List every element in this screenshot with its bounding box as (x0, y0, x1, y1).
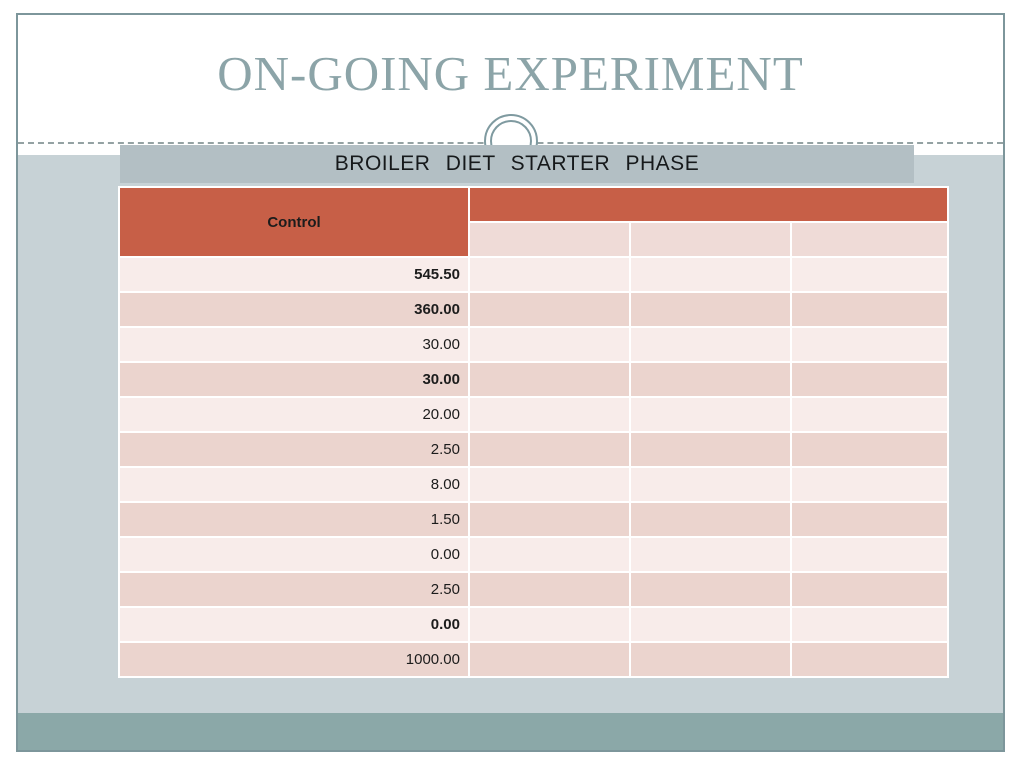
control-header-cell: Control (120, 188, 468, 256)
empty-cell (470, 363, 629, 396)
empty-cell (470, 328, 629, 361)
control-value: 1.50 (120, 503, 468, 536)
empty-cell (470, 573, 629, 606)
empty-cell (631, 573, 790, 606)
table-title: BROILER DIET STARTER PHASE (334, 152, 700, 175)
table-row: 20.00 (120, 398, 947, 431)
footer-band (18, 713, 1003, 750)
empty-cell (470, 608, 629, 641)
empty-cell (792, 363, 947, 396)
control-value: 545.50 (120, 258, 468, 291)
empty-cell (792, 328, 947, 361)
empty-cell (631, 643, 790, 676)
table-row: 0.00 (120, 608, 947, 641)
empty-cell (792, 258, 947, 291)
slide-frame: ON-GOING EXPERIMENT BROILER DIET STARTER… (16, 13, 1005, 752)
empty-cell (792, 538, 947, 571)
control-value: 8.00 (120, 468, 468, 501)
empty-cell (631, 258, 790, 291)
empty-cell (470, 258, 629, 291)
table-row: 30.00 (120, 328, 947, 361)
page-title: ON-GOING EXPERIMENT (217, 46, 804, 101)
control-value: 1000.00 (120, 643, 468, 676)
subheader-cell (792, 223, 947, 256)
empty-cell (792, 643, 947, 676)
empty-cell (631, 293, 790, 326)
empty-cell (631, 468, 790, 501)
control-value: 20.00 (120, 398, 468, 431)
table-row: 30.00 (120, 363, 947, 396)
control-value: 30.00 (120, 363, 468, 396)
table-row: 2.50 (120, 573, 947, 606)
table-title-bar: BROILER DIET STARTER PHASE (120, 145, 914, 183)
empty-cell (470, 433, 629, 466)
empty-cell (631, 433, 790, 466)
empty-cell (792, 398, 947, 431)
table-row: 360.00 (120, 293, 947, 326)
table-row: 0.00 (120, 538, 947, 571)
empty-cell (792, 468, 947, 501)
empty-cell (792, 433, 947, 466)
empty-cell (631, 328, 790, 361)
empty-cell (792, 503, 947, 536)
table-subheader-row (120, 223, 947, 256)
subheader-cell (631, 223, 790, 256)
empty-cell (470, 293, 629, 326)
control-value: 2.50 (120, 433, 468, 466)
empty-cell (631, 608, 790, 641)
control-value: 2.50 (120, 573, 468, 606)
subheader-cell (470, 223, 629, 256)
empty-cell (792, 293, 947, 326)
control-value: 0.00 (120, 608, 468, 641)
empty-cell (631, 363, 790, 396)
empty-cell (470, 398, 629, 431)
table-row: 8.00 (120, 468, 947, 501)
empty-cell (792, 573, 947, 606)
empty-cell (470, 643, 629, 676)
treatments-header-cell (470, 188, 947, 221)
empty-cell (792, 608, 947, 641)
empty-cell (631, 538, 790, 571)
control-value: 360.00 (120, 293, 468, 326)
control-value: 30.00 (120, 328, 468, 361)
empty-cell (631, 398, 790, 431)
diet-table: Control 545.50 360.00 30.00 30.00 (118, 186, 949, 678)
table-row: 1.50 (120, 503, 947, 536)
empty-cell (470, 538, 629, 571)
empty-cell (470, 468, 629, 501)
empty-cell (631, 503, 790, 536)
table-row: 2.50 (120, 433, 947, 466)
empty-cell (470, 503, 629, 536)
control-value: 0.00 (120, 538, 468, 571)
table-row: 1000.00 (120, 643, 947, 676)
table-header-row: Control (120, 188, 947, 256)
table-row: 545.50 (120, 258, 947, 291)
